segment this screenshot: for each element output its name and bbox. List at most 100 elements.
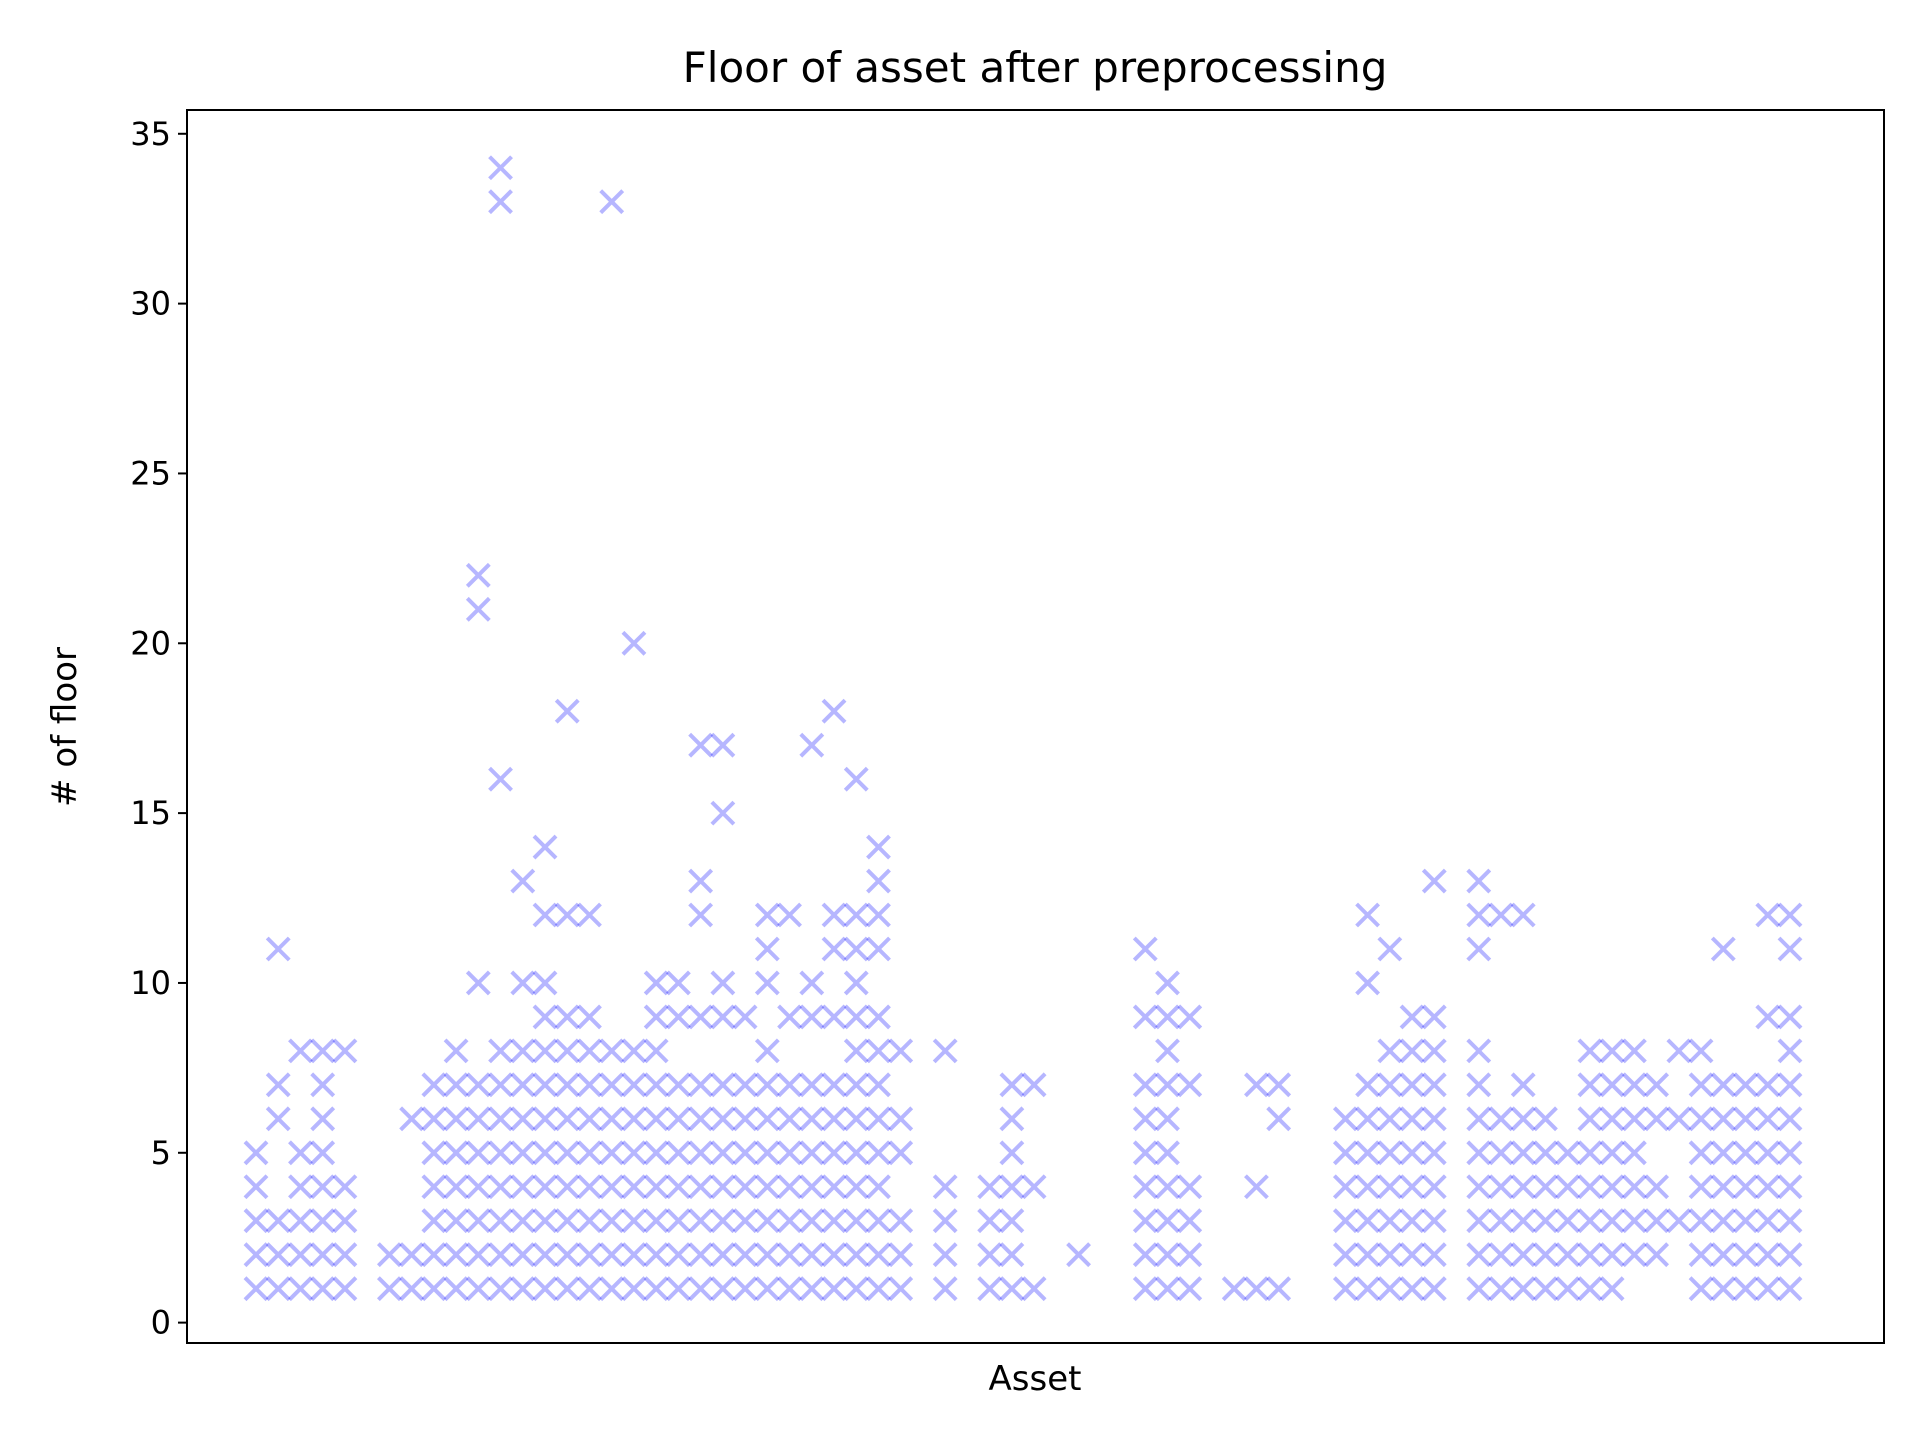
data-point xyxy=(510,1106,536,1132)
data-point xyxy=(488,1208,513,1234)
data-point xyxy=(799,1106,825,1132)
data-point xyxy=(1621,1106,1647,1132)
data-point xyxy=(621,1174,647,1200)
data-point xyxy=(554,1072,580,1098)
data-point xyxy=(443,1242,469,1268)
y-tick-label: 35 xyxy=(130,115,171,153)
data-point xyxy=(1244,1072,1269,1098)
data-point xyxy=(1510,1106,1536,1132)
data-point xyxy=(688,1004,714,1030)
data-point xyxy=(1533,1174,1558,1200)
data-point xyxy=(843,1038,869,1064)
x-axis-label: Asset xyxy=(989,1359,1082,1399)
data-point xyxy=(732,1208,758,1234)
data-point xyxy=(1577,1106,1603,1132)
data-point xyxy=(843,1208,869,1234)
data-point xyxy=(665,1208,691,1234)
data-point xyxy=(643,1072,669,1098)
data-point xyxy=(488,1242,513,1268)
data-point xyxy=(732,1242,758,1268)
data-point xyxy=(1466,1140,1492,1166)
data-point xyxy=(1399,1174,1425,1200)
data-point xyxy=(1710,1174,1736,1200)
data-point xyxy=(577,1208,602,1234)
data-point xyxy=(1777,902,1803,928)
y-tick-label: 25 xyxy=(130,454,171,492)
data-point xyxy=(554,902,580,928)
data-point xyxy=(665,970,691,996)
data-point xyxy=(399,1242,425,1268)
plot-area-frame xyxy=(186,109,1885,1344)
data-point xyxy=(932,1242,958,1268)
data-point xyxy=(1355,1072,1381,1098)
data-point xyxy=(1488,1242,1514,1268)
data-point xyxy=(532,902,558,928)
data-point xyxy=(1132,1140,1158,1166)
data-point xyxy=(799,1242,825,1268)
data-point xyxy=(754,1174,780,1200)
data-point xyxy=(1021,1072,1047,1098)
data-point xyxy=(288,1140,313,1166)
data-point xyxy=(1688,1072,1714,1098)
y-axis-ticks: 0 5 10 15 20 25 30 35 xyxy=(130,115,187,1342)
data-point xyxy=(643,1038,669,1064)
data-point xyxy=(1355,1174,1381,1200)
y-tick-label: 20 xyxy=(130,624,171,662)
data-point xyxy=(554,1004,580,1030)
data-point xyxy=(399,1276,425,1302)
data-point xyxy=(1755,1140,1781,1166)
data-point xyxy=(977,1242,1003,1268)
y-tick-label: 15 xyxy=(130,794,171,832)
data-point xyxy=(1555,1242,1581,1268)
data-point xyxy=(532,1174,558,1200)
data-point xyxy=(332,1208,358,1234)
data-point xyxy=(688,1174,714,1200)
data-point xyxy=(1421,1276,1447,1302)
data-point xyxy=(643,970,669,996)
data-point xyxy=(1421,1242,1447,1268)
data-point xyxy=(1377,1072,1403,1098)
data-point xyxy=(421,1106,447,1132)
data-point xyxy=(554,1276,580,1302)
data-point xyxy=(532,1242,558,1268)
data-point xyxy=(577,1038,602,1064)
data-point xyxy=(866,1174,891,1200)
data-point xyxy=(888,1242,914,1268)
data-point xyxy=(443,1140,469,1166)
data-point xyxy=(510,1242,536,1268)
data-point xyxy=(799,732,825,758)
data-point xyxy=(310,1106,336,1132)
data-point xyxy=(732,1106,758,1132)
data-point xyxy=(866,1208,891,1234)
data-point xyxy=(1155,1038,1180,1064)
data-point xyxy=(1421,1140,1447,1166)
data-point xyxy=(1421,868,1447,894)
data-point xyxy=(421,1242,447,1268)
data-point xyxy=(532,1004,558,1030)
data-points xyxy=(243,155,1803,1302)
data-point xyxy=(866,868,891,894)
data-point xyxy=(1332,1140,1358,1166)
data-point xyxy=(577,1072,602,1098)
data-point xyxy=(1599,1038,1625,1064)
data-point xyxy=(821,698,847,724)
data-point xyxy=(643,1004,669,1030)
data-point xyxy=(710,970,736,996)
data-point xyxy=(1710,1072,1736,1098)
y-tick-label: 5 xyxy=(151,1134,171,1172)
data-point xyxy=(1021,1276,1047,1302)
data-point xyxy=(1377,1106,1403,1132)
data-point xyxy=(843,970,869,996)
data-point xyxy=(665,1174,691,1200)
data-point xyxy=(1155,1004,1180,1030)
data-point xyxy=(1755,902,1781,928)
data-point xyxy=(1577,1208,1603,1234)
data-point xyxy=(821,1174,847,1200)
data-point xyxy=(332,1276,358,1302)
data-point xyxy=(310,1174,336,1200)
data-point xyxy=(1332,1242,1358,1268)
data-point xyxy=(665,1004,691,1030)
data-point xyxy=(1755,1242,1781,1268)
data-point xyxy=(465,1242,491,1268)
y-tick-label: 10 xyxy=(130,964,171,1002)
